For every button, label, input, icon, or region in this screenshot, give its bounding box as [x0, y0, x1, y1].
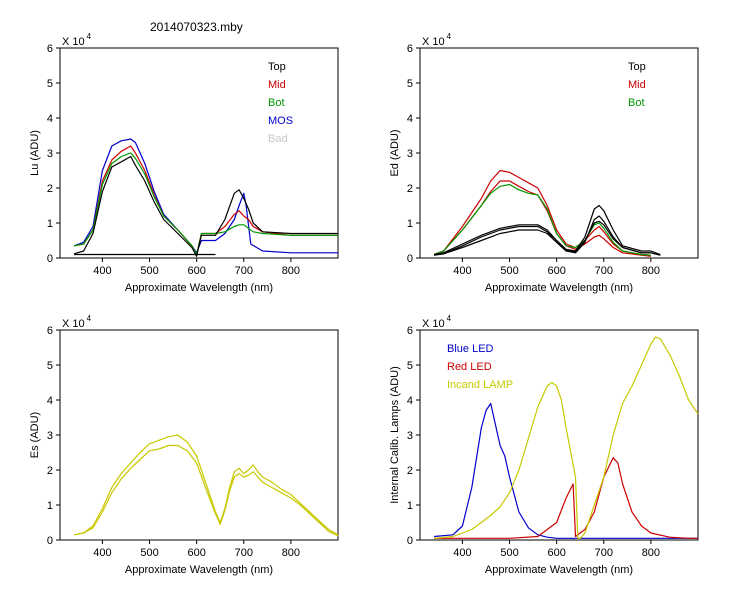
y-tick-label: 6	[407, 325, 413, 337]
legend-entry: Top	[268, 61, 286, 73]
figure-title: 2014070323.mby	[150, 20, 243, 34]
axis-multiplier: X 10	[62, 318, 85, 330]
x-axis-label: Approximate Wavelength (nm)	[125, 282, 273, 294]
legend: Top Mid Bot	[628, 61, 646, 109]
series-line	[73, 152, 338, 256]
x-tick-label: 400	[453, 547, 471, 559]
series-line	[434, 336, 699, 539]
y-tick-label: 4	[47, 395, 53, 407]
x-tick-label: 700	[595, 265, 613, 277]
x-tick-label: 400	[453, 265, 471, 277]
y-tick-label: 0	[407, 535, 413, 547]
y-tick-label: 5	[47, 360, 53, 372]
y-tick-label: 0	[47, 253, 53, 265]
x-tick-label: 400	[93, 265, 111, 277]
axis-multiplier: X 10	[62, 36, 85, 48]
x-axis-label: Approximate Wavelength (nm)	[485, 282, 633, 294]
y-tick-label: 1	[47, 500, 53, 512]
y-tick-label: 3	[407, 430, 413, 442]
y-axis-label: Es (ADU)	[29, 412, 41, 458]
x-tick-label: 500	[500, 547, 518, 559]
series-line	[73, 155, 338, 257]
x-axis-label: Approximate Wavelength (nm)	[125, 564, 273, 576]
plot-frame	[59, 329, 339, 541]
legend-entry: Incand LAMP	[447, 379, 513, 391]
y-tick-label: 2	[47, 183, 53, 195]
y-tick-label: 0	[47, 535, 53, 547]
series-line	[73, 434, 339, 536]
series-line	[433, 204, 661, 256]
y-tick-label: 4	[407, 113, 413, 125]
y-tick-label: 5	[407, 78, 413, 90]
series-line	[433, 180, 651, 257]
x-tick-label: 500	[500, 265, 518, 277]
x-tick-label: 600	[547, 547, 565, 559]
y-tick-label: 6	[47, 325, 53, 337]
series-line	[434, 457, 698, 539]
x-axis-label: Approximate Wavelength (nm)	[485, 564, 633, 576]
legend-entry: MOS	[268, 115, 293, 127]
y-axis-label: Lu (ADU)	[29, 130, 41, 176]
axis-multiplier: X 10	[422, 36, 445, 48]
series-line	[433, 169, 651, 256]
x-tick-label: 500	[140, 265, 158, 277]
y-tick-label: 5	[47, 78, 53, 90]
y-tick-label: 1	[407, 500, 413, 512]
legend-entry: Red LED	[447, 361, 492, 373]
y-axis-label: Ed (ADU)	[389, 129, 401, 176]
legend-entry: Bot	[628, 97, 645, 109]
x-tick-label: 400	[93, 547, 111, 559]
legend: Top Mid Bot MOS Bad	[268, 61, 293, 145]
axis-multiplier-exponent: 4	[447, 32, 452, 41]
x-tick-label: 600	[187, 265, 205, 277]
x-tick-label: 700	[235, 547, 253, 559]
y-tick-label: 4	[407, 395, 413, 407]
y-tick-label: 1	[407, 218, 413, 230]
y-tick-label: 4	[47, 113, 53, 125]
x-tick-label: 800	[642, 265, 660, 277]
y-tick-label: 2	[407, 465, 413, 477]
y-tick-label: 2	[47, 465, 53, 477]
series-line	[73, 444, 339, 537]
y-tick-label: 3	[47, 148, 53, 160]
y-tick-label: 3	[407, 148, 413, 160]
x-tick-label: 500	[140, 547, 158, 559]
legend: Blue LED Red LED Incand LAMP	[447, 343, 513, 391]
series-line	[434, 402, 698, 539]
x-tick-label: 700	[595, 547, 613, 559]
y-tick-label: 1	[47, 218, 53, 230]
x-tick-label: 600	[547, 265, 565, 277]
x-tick-label: 600	[187, 547, 205, 559]
y-tick-label: 6	[407, 43, 413, 55]
legend-entry: Mid	[628, 79, 646, 91]
legend-entry: Bot	[268, 97, 285, 109]
axis-multiplier-exponent: 4	[447, 314, 452, 323]
x-tick-label: 700	[235, 265, 253, 277]
plot-frame	[59, 47, 339, 259]
x-tick-label: 800	[282, 265, 300, 277]
series-line	[433, 183, 651, 256]
y-axis-label: Internal Calib. Lamps (ADU)	[389, 366, 401, 504]
y-tick-label: 2	[407, 183, 413, 195]
y-tick-label: 0	[407, 253, 413, 265]
legend-entry: Blue LED	[447, 343, 494, 355]
y-tick-label: 5	[407, 360, 413, 372]
legend-entry: Bad	[268, 133, 288, 145]
axis-multiplier-exponent: 4	[87, 314, 92, 323]
y-tick-label: 3	[47, 430, 53, 442]
legend-entry: Top	[628, 61, 646, 73]
axis-multiplier-exponent: 4	[87, 32, 92, 41]
series-line	[434, 220, 661, 256]
x-tick-label: 800	[282, 547, 300, 559]
legend-entry: Mid	[268, 79, 286, 91]
x-tick-label: 800	[642, 547, 660, 559]
axis-multiplier: X 10	[422, 318, 445, 330]
y-tick-label: 6	[47, 43, 53, 55]
